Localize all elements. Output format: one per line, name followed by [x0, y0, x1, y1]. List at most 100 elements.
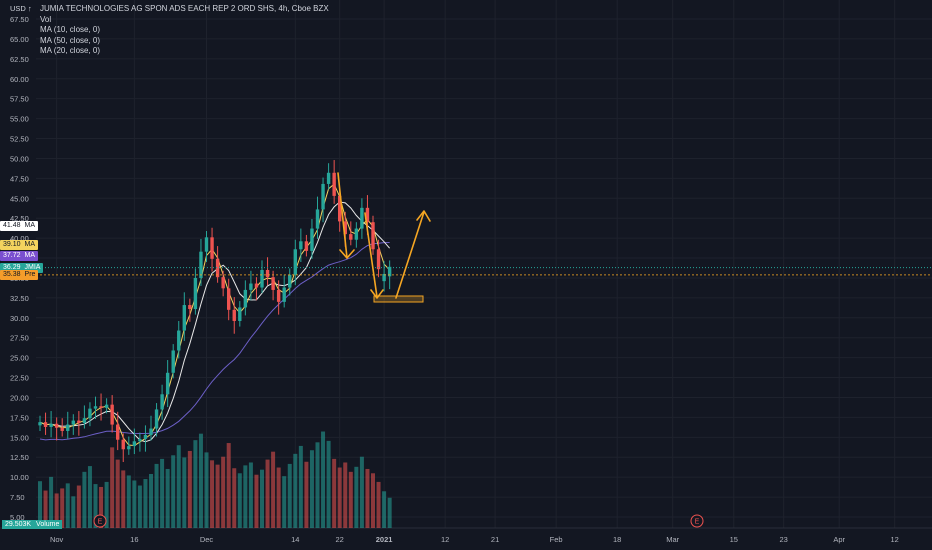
volume-bar: [143, 479, 148, 528]
currency-label[interactable]: USD ↑: [10, 4, 32, 13]
volume-bar: [232, 468, 237, 528]
candle-body: [143, 434, 148, 439]
volume-bar: [354, 466, 359, 528]
currency-text: USD: [10, 4, 26, 13]
candle-body: [177, 330, 181, 351]
x-tick-label: 23: [780, 535, 788, 544]
x-tick-label: Apr: [833, 535, 845, 544]
candle-body: [232, 309, 236, 321]
chart-legend: JUMIA TECHNOLOGIES AG SPON ADS EACH REP …: [40, 4, 329, 57]
volume-bar: [298, 445, 303, 528]
candle-body: [110, 404, 114, 425]
volume-bar: [76, 485, 81, 528]
legend-ma50[interactable]: MA (50, close, 0): [40, 35, 101, 45]
volume-bar: [221, 456, 226, 528]
volume-bar: [348, 471, 353, 528]
price-tag-label: Pre: [24, 270, 36, 278]
volume-bar: [110, 447, 115, 528]
x-tick-label: 18: [613, 535, 621, 544]
legend-ma10[interactable]: MA (10, close, 0): [40, 25, 101, 34]
y-tick-label: 62.50: [10, 55, 29, 64]
volume-bar: [71, 496, 76, 528]
volume-bar: [65, 483, 70, 528]
price-tag-ma: 41.48 MA: [0, 221, 39, 232]
volume-bar: [293, 453, 298, 528]
volume-bar: [365, 468, 370, 528]
x-tick-label: Feb: [550, 535, 563, 544]
annotation-arrow-down-2[interactable]: [364, 212, 378, 298]
legend-volume[interactable]: Vol: [40, 14, 52, 24]
annotation-arrow-down-1[interactable]: [337, 172, 348, 259]
volume-bar: [226, 443, 231, 528]
candle-body: [304, 241, 309, 251]
volume-bar: [243, 465, 248, 528]
annotation-arrowhead-1[interactable]: [339, 249, 355, 259]
y-tick-label: 47.50: [10, 174, 29, 183]
candle-body: [243, 289, 248, 308]
volume-bar: [87, 466, 92, 528]
candle-body: [99, 406, 103, 408]
candle-body: [49, 423, 53, 427]
y-tick-label: 27.50: [10, 334, 29, 343]
volume-bar: [99, 486, 104, 528]
candle-body: [238, 307, 242, 321]
earnings-marker-icon[interactable]: [690, 514, 704, 528]
volume-bar: [382, 491, 387, 528]
volume-bar: [204, 452, 209, 528]
earnings-marker-label: E: [695, 519, 700, 526]
candle-body: [387, 266, 392, 277]
y-tick-label: 15.00: [10, 433, 29, 442]
volume-bar: [321, 431, 326, 528]
annotation-arrowhead-2[interactable]: [370, 289, 384, 299]
candle-body: [332, 172, 336, 196]
volume-bar: [193, 440, 198, 528]
legend-title: JUMIA TECHNOLOGIES AG SPON ADS EACH REP …: [40, 4, 329, 13]
candle-body: [371, 222, 375, 250]
price-tag-pre: 35.38 Pre: [0, 269, 39, 280]
volume-badge-value: 29.503K: [5, 521, 32, 528]
annotation-support-box[interactable]: [373, 295, 424, 303]
price-tag-jmia: 36.29 JMIA: [0, 262, 44, 273]
candle-body: [282, 287, 286, 302]
x-tick-label: 2021: [376, 535, 393, 544]
price-tag-ma: 39.10 MA: [0, 240, 39, 251]
volume-bar: [260, 469, 264, 528]
y-tick-label: 60.00: [10, 75, 29, 84]
volume-bar: [387, 497, 392, 528]
candle-body: [160, 394, 164, 410]
annotation-arrow-up[interactable]: [395, 211, 425, 299]
candle-body: [276, 289, 281, 302]
legend-ma20[interactable]: MA (20, close, 0): [40, 46, 101, 55]
candle-body: [204, 237, 209, 252]
volume-bar: [276, 467, 281, 528]
y-tick-label: 65.00: [10, 35, 29, 44]
volume-bar: [38, 481, 42, 528]
candle-body: [349, 234, 353, 240]
volume-bar: [126, 475, 131, 528]
candle-body: [310, 228, 314, 251]
y-tick-label: 42.50: [10, 214, 29, 223]
annotation-arrowhead-up[interactable]: [416, 210, 431, 222]
y-tick-label: 5.00: [10, 513, 25, 522]
volume-bar: [265, 459, 270, 528]
candle-body: [138, 438, 142, 442]
candle-body: [132, 441, 137, 447]
volume-bar: [332, 458, 337, 528]
price-tag-value: 37.72: [3, 252, 21, 260]
candle-body: [193, 277, 198, 310]
price-tag-label: JMIA: [24, 263, 41, 271]
candle-body: [354, 228, 359, 240]
candle-body: [227, 288, 231, 310]
volume-bar: [271, 451, 276, 528]
volume-bar: [182, 457, 187, 528]
y-tick-label: 17.50: [10, 413, 29, 422]
candle-body: [104, 404, 109, 408]
volume-bar: [93, 484, 98, 528]
candle-body: [382, 273, 386, 282]
price-tag-label: MA: [24, 241, 36, 249]
x-tick-label: 16: [130, 535, 138, 544]
earnings-marker-icon[interactable]: [93, 514, 107, 528]
volume-bar: [165, 468, 170, 528]
ma20-line: [39, 201, 390, 443]
